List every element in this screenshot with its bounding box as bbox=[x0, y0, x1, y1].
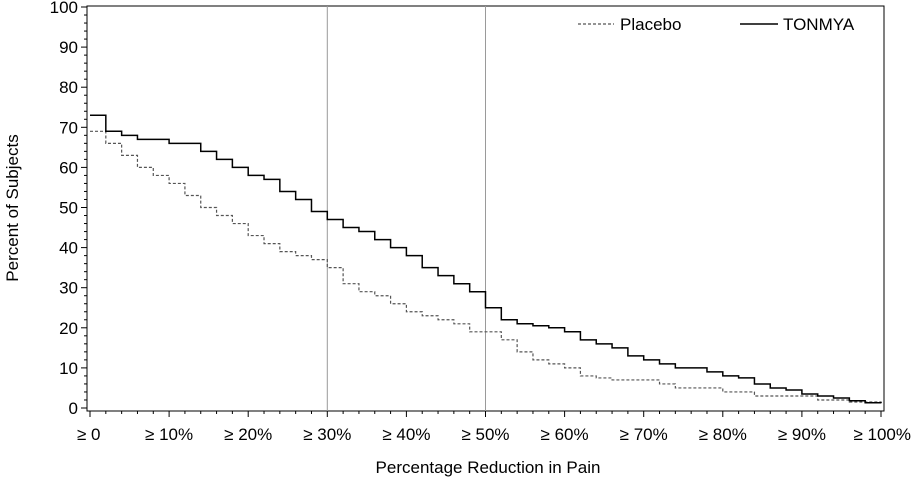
x-tick-label: ≥ 70% bbox=[620, 425, 668, 444]
y-tick-label: 10 bbox=[59, 359, 78, 378]
x-tick-label: ≥ 20% bbox=[224, 425, 272, 444]
x-tick-label: ≥ 90% bbox=[778, 425, 826, 444]
y-tick-label: 100 bbox=[50, 0, 78, 17]
x-axis: ≥ 0 ≥ 10% ≥ 20% ≥ 30% ≥ 40% ≥ 50% ≥ 60% ≥ 70% ≥ … bbox=[77, 411, 911, 444]
y-tick-label: 40 bbox=[59, 239, 78, 258]
y-tick-label: 80 bbox=[59, 78, 78, 97]
y-tick-label: 0 bbox=[69, 399, 78, 418]
series-line-tonmya bbox=[90, 114, 882, 404]
x-tick-label: ≥ 50% bbox=[461, 425, 509, 444]
x-tick-label: ≥ 100% bbox=[853, 425, 911, 444]
y-tick-label: 50 bbox=[59, 199, 78, 218]
series-line-placebo bbox=[90, 130, 882, 403]
legend-label-placebo: Placebo bbox=[620, 15, 681, 34]
x-tick-label: ≥ 60% bbox=[541, 425, 589, 444]
x-axis-title: Percentage Reduction in Pain bbox=[376, 458, 601, 477]
y-tick-label: 60 bbox=[59, 158, 78, 177]
y-tick-label: 20 bbox=[59, 319, 78, 338]
y-tick-label: 30 bbox=[59, 279, 78, 298]
reference-lines bbox=[326, 6, 486, 411]
y-axis: 0 10 20 30 40 50 60 70 80 90 100 bbox=[50, 0, 87, 418]
y-axis-title: Percent of Subjects bbox=[3, 134, 22, 281]
x-tick-label: ≥ 30% bbox=[303, 425, 351, 444]
legend-label-tonmya: TONMYA bbox=[783, 15, 855, 34]
y-tick-label: 90 bbox=[59, 38, 78, 57]
legend: Placebo TONMYA bbox=[578, 15, 855, 34]
x-tick-label: ≥ 10% bbox=[145, 425, 193, 444]
x-tick-label: ≥ 80% bbox=[699, 425, 747, 444]
series-layer bbox=[90, 114, 882, 404]
y-tick-label: 70 bbox=[59, 118, 78, 137]
x-tick-label: ≥ 0 bbox=[77, 425, 101, 444]
x-tick-label: ≥ 40% bbox=[382, 425, 430, 444]
